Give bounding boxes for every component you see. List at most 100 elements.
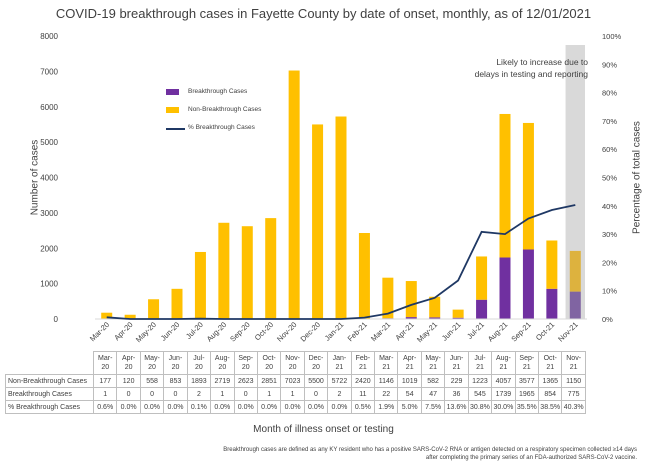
y2-tick-label: 40%	[602, 202, 617, 211]
table-cell: 0.0%	[163, 400, 188, 414]
x-tick-label: Apr-20	[112, 320, 134, 342]
table-row: % Breakthrough Cases 0.6% 0.0% 0.0% 0.0% 0.1%…	[5, 400, 586, 414]
x-tick-label: Oct-20	[253, 320, 275, 342]
table-cell: 0	[116, 387, 141, 401]
table-cell: 38.5%	[538, 400, 563, 414]
y2-tick-label: 60%	[602, 145, 617, 154]
x-tick-label: May-20	[134, 320, 158, 344]
y2-tick-label: 30%	[602, 230, 617, 239]
x-tick-label: Mar-21	[369, 320, 392, 343]
table-corner	[5, 351, 94, 375]
legend-label-percent: % Breakthrough Cases	[188, 124, 255, 131]
y2-tick-label: 70%	[602, 117, 617, 126]
table-cell: 1150	[561, 374, 586, 388]
table-cell: 22	[374, 387, 399, 401]
bar-non-breakthrough	[265, 218, 277, 319]
x-tick-label: Jun-20	[159, 320, 182, 343]
x-tick-label: Nov-21	[556, 320, 579, 343]
footnote: Breakthrough cases are defined as any KY…	[223, 447, 637, 461]
y2-tick-label: 10%	[602, 287, 617, 296]
bar-non-breakthrough	[569, 250, 581, 292]
bar-non-breakthrough	[358, 233, 370, 319]
bar-breakthrough	[499, 257, 511, 319]
table-cell: 1019	[397, 374, 422, 388]
y2-axis-title: Percentage of total cases	[631, 121, 643, 234]
table-cell: 7023	[280, 374, 305, 388]
table-row-label: % Breakthrough Cases	[5, 400, 94, 414]
table-cell: 2719	[210, 374, 235, 388]
y2-tick-label: 0%	[602, 315, 613, 324]
table-cell: 1	[280, 387, 305, 401]
table-header-row: Mar- 20 Apr- 20 May- 20 Jun- 20 Jul- 20 Aug- 20 Sep-…	[5, 351, 586, 375]
table-cell: 7.5%	[420, 400, 446, 414]
table-cell: 2	[327, 387, 352, 401]
table-cell: 0.0%	[280, 400, 305, 414]
bar-non-breakthrough	[124, 314, 136, 319]
x-tick-label: Sep-21	[509, 320, 532, 343]
bar-non-breakthrough	[288, 70, 300, 319]
y-tick-label: 8000	[40, 32, 58, 41]
table-header-cell: Sep- 21	[514, 351, 540, 375]
x-tick-label: Jul-20	[184, 320, 205, 341]
table-cell: 40.3%	[561, 400, 586, 414]
highlight-band	[565, 45, 585, 319]
legend-swatch-non-breakthrough	[166, 107, 179, 113]
table-row-label: Breakthrough Cases	[5, 387, 94, 401]
data-table: Mar- 20 Apr- 20 May- 20 Jun- 20 Jul- 20 Aug- 20 Sep-…	[5, 351, 586, 414]
bar-non-breakthrough	[429, 296, 441, 318]
legend-line-percent	[166, 128, 185, 130]
table-cell: 0	[233, 387, 258, 401]
x-axis-title: Month of illness onset or testing	[253, 424, 394, 435]
y-tick-label: 0	[54, 315, 59, 324]
table-cell: 120	[116, 374, 141, 388]
table-cell: 0.6%	[92, 400, 118, 414]
x-tick-label: Nov-20	[275, 320, 298, 343]
table-cell: 13.6%	[444, 400, 469, 414]
bar-non-breakthrough	[194, 251, 206, 319]
y-tick-label: 3000	[40, 209, 58, 218]
x-tick-label: Aug-20	[205, 320, 228, 343]
table-cell: 11	[350, 387, 376, 401]
table-header-cell: Jun- 21	[444, 351, 469, 375]
bar-non-breakthrough	[218, 222, 230, 319]
bar-non-breakthrough	[452, 309, 464, 318]
table-row-label: Non-Breakthrough Cases	[5, 374, 94, 388]
y-axis-title: Number of cases	[29, 139, 41, 216]
table-cell: 0.0%	[139, 400, 165, 414]
y2-tick-label: 100%	[602, 32, 622, 41]
y-tick-label: 1000	[40, 280, 58, 289]
table-header-cell: Oct- 21	[538, 351, 563, 375]
y-tick-label: 5000	[40, 138, 58, 147]
table-header-cell: Nov- 20	[280, 351, 305, 375]
table-cell: 2851	[256, 374, 282, 388]
x-tick-label: Oct-21	[534, 320, 556, 342]
table-cell: 0	[303, 387, 329, 401]
table-header-cell: Sep- 20	[233, 351, 258, 375]
table-cell: 853	[163, 374, 188, 388]
bar-breakthrough	[452, 317, 464, 319]
bar-breakthrough	[405, 317, 417, 319]
bar-non-breakthrough	[241, 226, 253, 319]
table-header-cell: Jun- 20	[163, 351, 188, 375]
chart-plot: 0 1000 2000 3000 4000 5000 6000 7000 8000 0% 10% 20…	[40, 32, 622, 344]
table-header-cell: Jul- 20	[186, 351, 212, 375]
x-tick-label: Aug-21	[486, 320, 509, 343]
table-cell: 229	[444, 374, 469, 388]
table-cell: 0.0%	[303, 400, 329, 414]
delay-annotation: Likely to increase due to delays in test…	[474, 57, 588, 79]
bar-breakthrough	[522, 249, 534, 319]
table-cell: 5500	[303, 374, 329, 388]
x-tick-label: May-21	[415, 320, 439, 344]
y-tick-label: 7000	[40, 67, 58, 76]
table-header-cell: Mar- 20	[92, 351, 118, 375]
table-cell: 3577	[514, 374, 540, 388]
legend-label-non-breakthrough: Non-Breakthrough Cases	[188, 106, 262, 113]
table-cell: 0.0%	[116, 400, 141, 414]
bar-non-breakthrough	[405, 281, 417, 318]
table-cell: 1893	[186, 374, 212, 388]
x-tick-label: Jul-21	[465, 320, 486, 341]
chart-title: COVID-19 breakthrough cases in Fayette C…	[55, 6, 592, 21]
table-cell: 0.0%	[327, 400, 352, 414]
table-cell: 2	[186, 387, 212, 401]
table-cell: 177	[92, 374, 118, 388]
